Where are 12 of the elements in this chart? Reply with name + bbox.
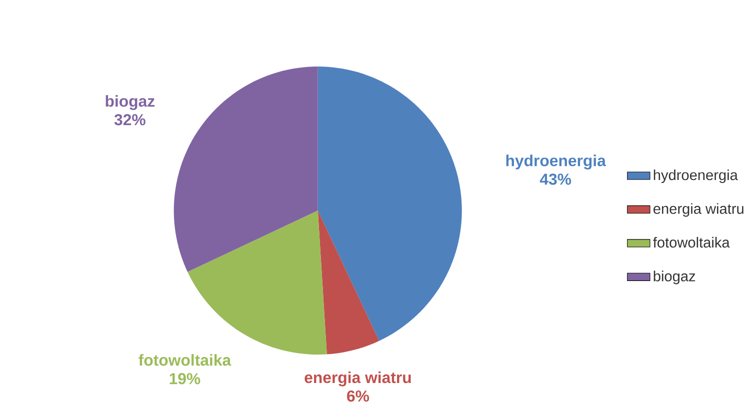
data-label: 43% xyxy=(540,174,572,185)
data-label: 6% xyxy=(347,390,370,402)
legend-label: energia wiatru xyxy=(654,203,744,217)
data-label: 32% xyxy=(114,114,146,126)
data-label: 19% xyxy=(170,372,200,384)
legend-label: biogaz xyxy=(654,270,696,284)
slice-label: biogaz xyxy=(106,95,155,110)
legend-label: hydroenergia xyxy=(654,169,738,183)
legend-label: fotowoltaika xyxy=(653,236,730,248)
slice-label: hydroenergia xyxy=(506,154,606,170)
slice-label: fotowoltaika xyxy=(138,354,232,366)
slice-label: energia wiatru xyxy=(304,371,411,386)
